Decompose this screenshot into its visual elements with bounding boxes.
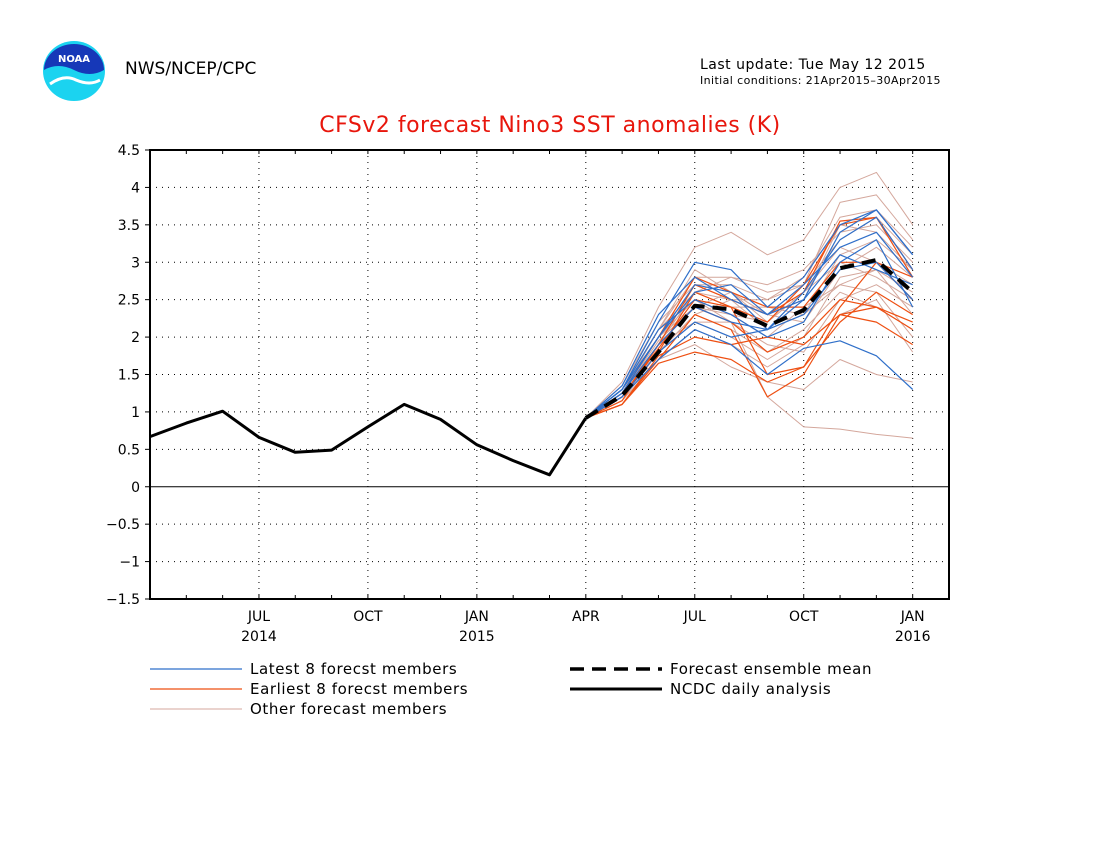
y-tick-label: 2.5: [118, 293, 140, 309]
latest-member-line: [585, 209, 914, 419]
legend-label-observed: NCDC daily analysis: [670, 680, 831, 698]
other-member-line: [585, 261, 913, 419]
initial-conditions-text: Initial conditions: 21Apr2015–30Apr2015: [700, 74, 941, 87]
y-tick-label: 0: [131, 480, 140, 496]
noaa-logo: NOAA: [42, 40, 106, 102]
x-tick-label: JAN: [900, 609, 925, 625]
ensemble-mean-line: [584, 258, 915, 420]
other-member-line: [585, 171, 914, 419]
y-tick-label: 1.5: [118, 368, 140, 384]
y-tick-label: −1.5: [106, 592, 140, 608]
x-year-label: 2016: [895, 629, 931, 645]
y-tick-label: 4.5: [118, 143, 140, 159]
last-update-text: Last update: Tue May 12 2015: [700, 57, 926, 73]
x-tick-label: JUL: [683, 609, 706, 625]
y-tick-label: 3: [131, 255, 140, 271]
earliest-member-line: [585, 306, 914, 419]
latest-member-line: [585, 254, 913, 419]
x-tick-label: OCT: [353, 609, 383, 625]
y-tick-label: 3.5: [118, 218, 140, 234]
y-tick-label: 1: [131, 405, 140, 421]
latest-member-line: [585, 209, 914, 419]
agency-label: NWS/NCEP/CPC: [125, 59, 257, 79]
x-tick-label: JAN: [464, 609, 489, 625]
grid-lines: [150, 150, 949, 599]
legend-label-other: Other forecast members: [250, 700, 447, 718]
plot-frame: [149, 149, 950, 600]
latest-member-line: [585, 239, 914, 419]
y-tick-label: 0.5: [118, 442, 140, 458]
legend-label-earliest: Earliest 8 forecst members: [250, 680, 468, 698]
x-year-label: 2015: [459, 629, 495, 645]
other-member-line: [585, 209, 914, 419]
latest-member-line: [585, 231, 914, 419]
other-member-line: [585, 246, 914, 419]
noaa-logo-icon: NOAA: [43, 41, 105, 101]
svg-text:NOAA: NOAA: [58, 54, 90, 65]
y-tick-label: 2: [131, 330, 140, 346]
y-tick-label: −0.5: [106, 517, 140, 533]
x-tick-label: APR: [572, 609, 600, 625]
y-tick-label: 4: [131, 180, 140, 196]
legend-label-mean: Forecast ensemble mean: [670, 660, 872, 678]
latest-member-line: [585, 216, 914, 419]
latest-member-line: [585, 329, 914, 419]
y-tick-label: −1: [119, 555, 140, 571]
earliest-member-line: [585, 261, 913, 419]
x-tick-label: OCT: [789, 609, 819, 625]
legend-label-latest: Latest 8 forecst members: [250, 660, 457, 678]
chart-title: CFSv2 forecast Nino3 SST anomalies (K): [319, 113, 781, 138]
x-tick-label: JUL: [247, 609, 270, 625]
x-year-label: 2014: [241, 629, 277, 645]
earliest-member-line: [585, 314, 914, 419]
observed-analysis-line: [149, 402, 588, 477]
other-member-line: [585, 246, 913, 419]
other-member-line: [585, 239, 914, 419]
